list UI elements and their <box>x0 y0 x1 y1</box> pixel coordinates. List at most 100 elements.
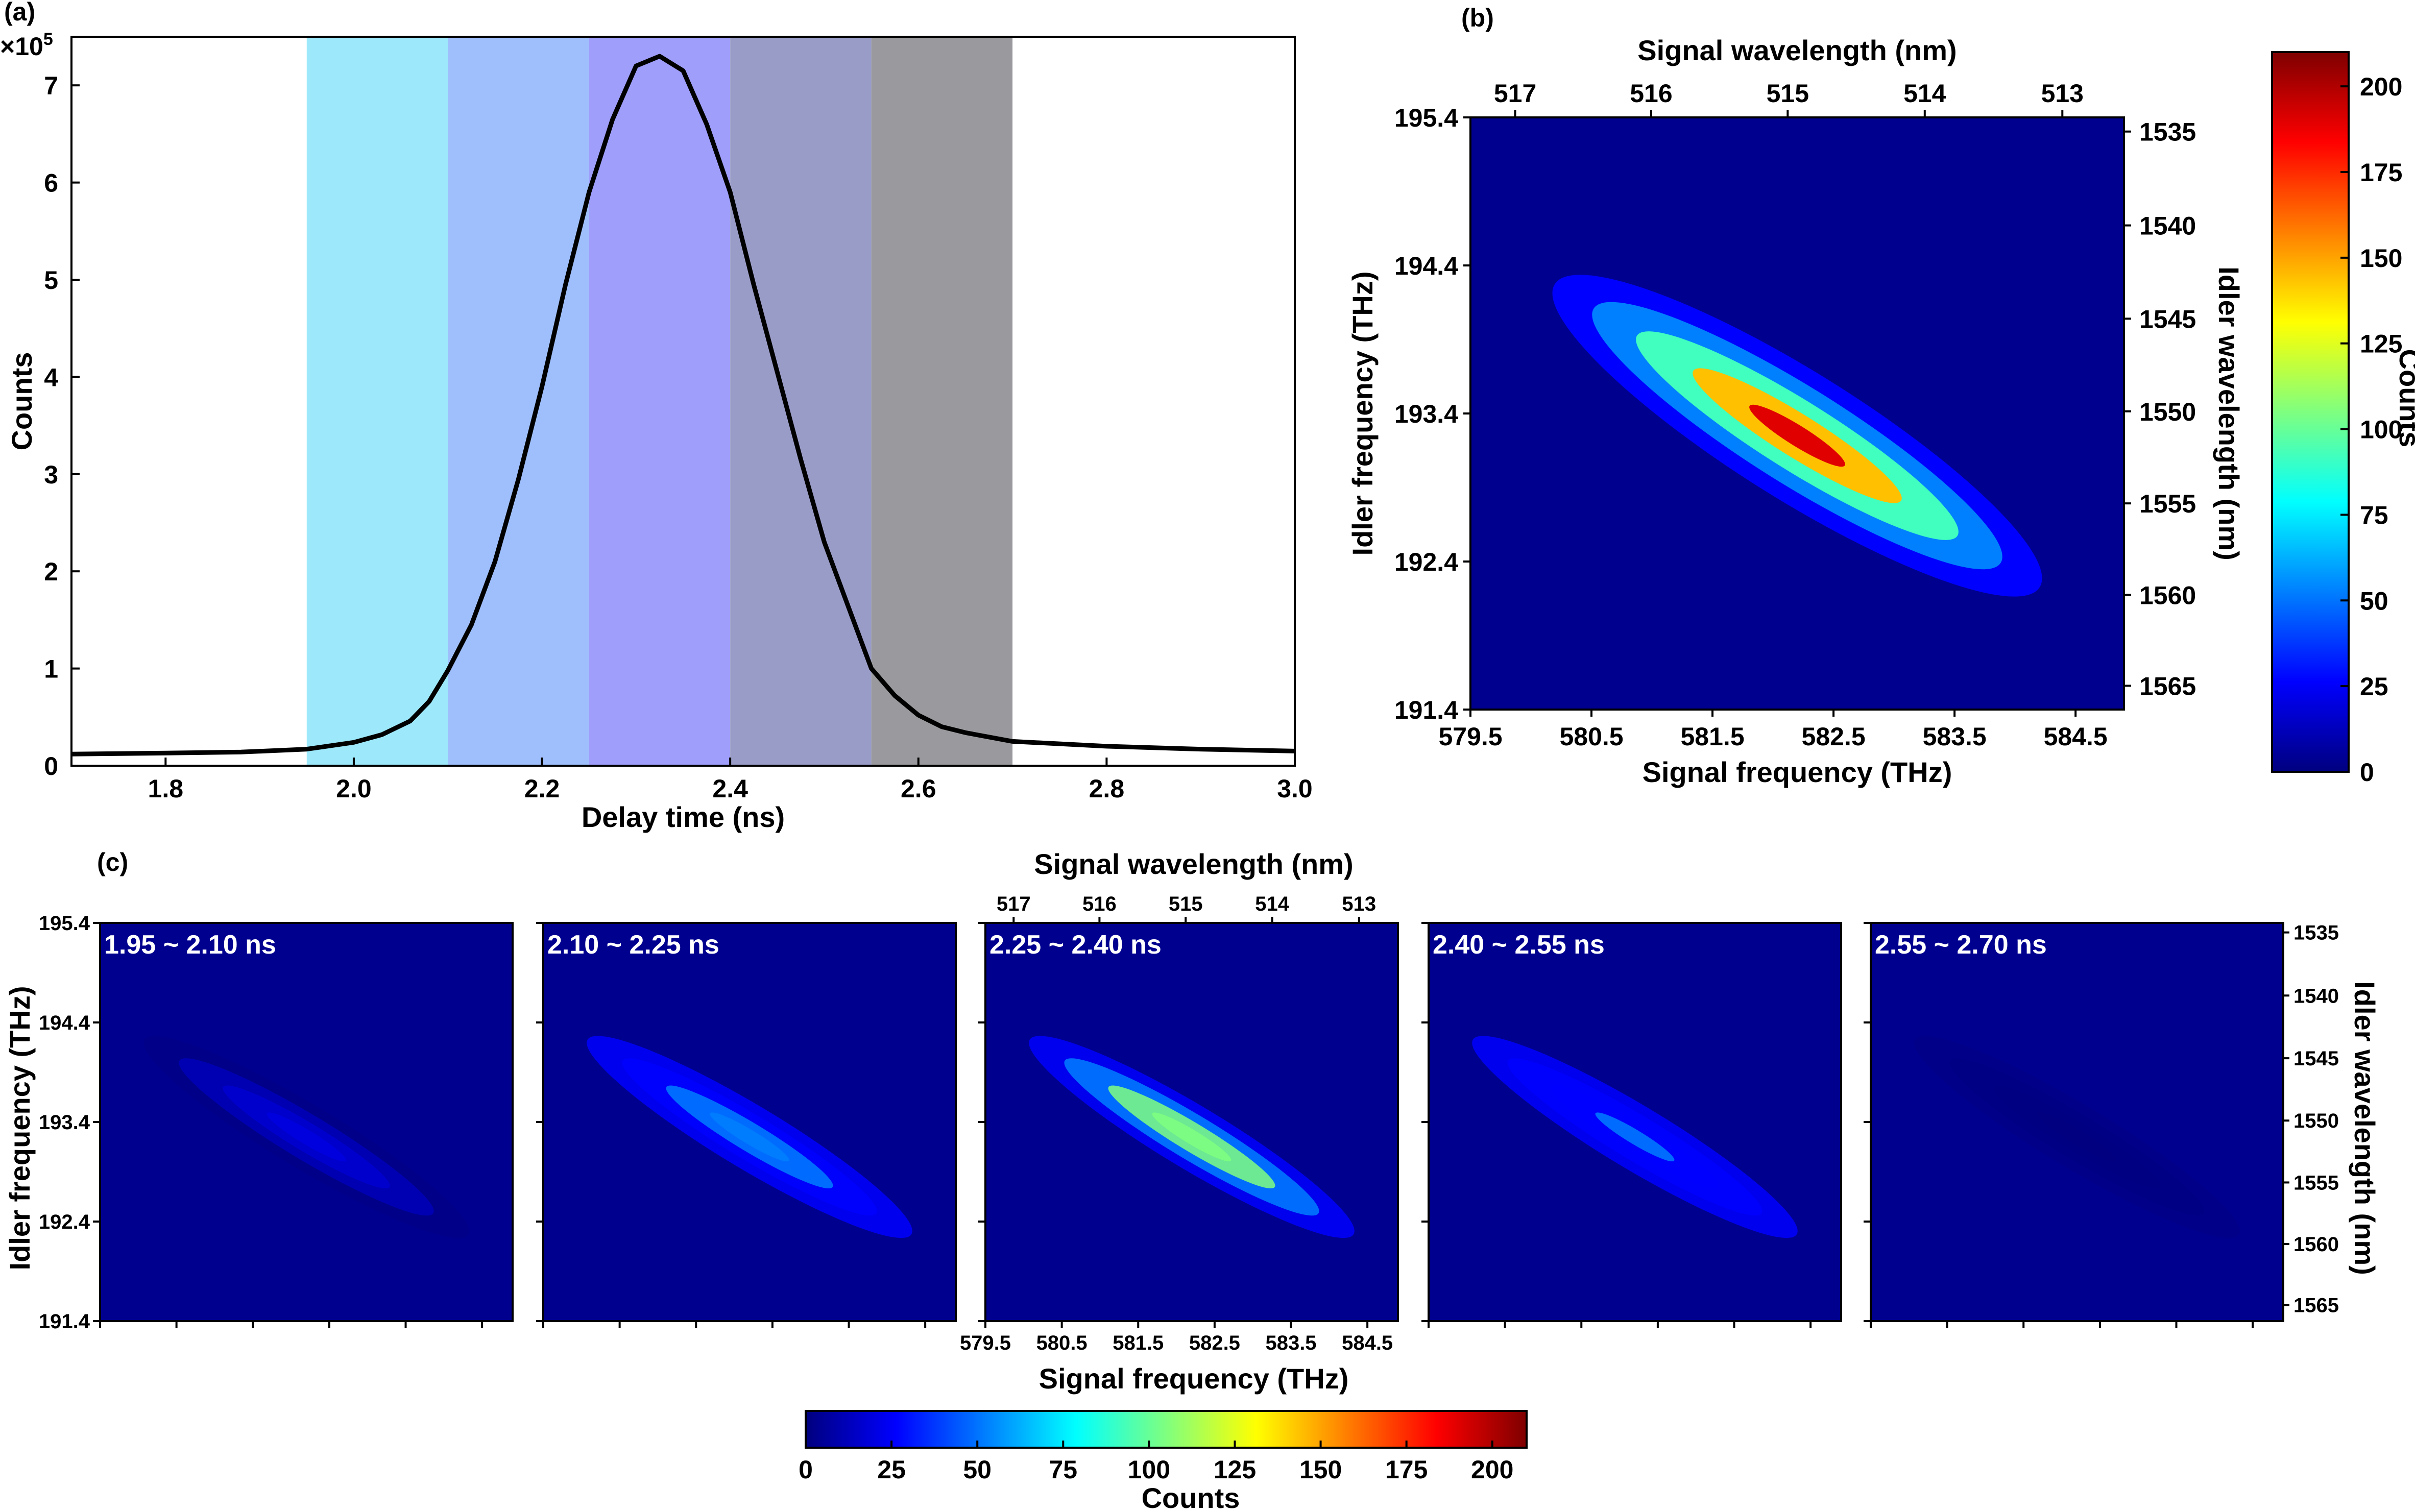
b-cb-tick-label: 25 <box>2360 672 2388 701</box>
b-colorbar-ticks: 0 25 50 75 100 125 150 175 200 <box>2340 72 2402 787</box>
c-cb-tick-label: 200 <box>1471 1455 1513 1484</box>
c-xtick-label: 582.5 <box>1189 1332 1240 1354</box>
b-xtick-label: 580.5 <box>1559 722 1623 751</box>
c-x2tick-label: 517 <box>997 893 1031 915</box>
c-cb-tick-label: 150 <box>1299 1455 1342 1484</box>
c-cb-tick-label: 75 <box>1049 1455 1077 1484</box>
c-heatmap-bg <box>1871 923 2283 1321</box>
c-subpanel-4: 2.40 ~ 2.55 ns <box>1421 922 1842 1328</box>
a-xtick-label: 2.0 <box>336 774 372 803</box>
c-joint-spectrum-level-3 <box>223 1085 390 1189</box>
b-xtick-label: 584.5 <box>2044 722 2108 751</box>
c-subpanels: 1.95 ~ 2.10 ns 191.4 192.4 193.4 194.4 195.4 2… <box>39 893 2339 1354</box>
b-cb-tick-label: 100 <box>2360 416 2402 444</box>
a-ytick-label: 0 <box>44 752 58 781</box>
c-cb-tick-label: 125 <box>1214 1455 1256 1484</box>
c-joint-spectrum-level-4 <box>267 1112 346 1162</box>
c-joint-spectrum-level-4 <box>710 1112 789 1162</box>
c-joint-spectrum-level-1 <box>143 1036 469 1238</box>
b-x2tick-label: 514 <box>1903 79 1946 108</box>
b-ytick-label: 191.4 <box>1394 696 1458 724</box>
a-xtick-label: 2.8 <box>1089 774 1125 803</box>
b-x2tick-label: 513 <box>2041 79 2084 108</box>
c-y2tick-label: 1535 <box>2293 922 2339 944</box>
delay-band-1 <box>306 37 448 766</box>
a-xlabel: Delay time (ns) <box>582 801 785 833</box>
c-joint-spectrum-level-1 <box>1914 1036 2240 1238</box>
c-colorbar-ticks: 0 25 50 75 100 125 150 175 200 <box>799 1441 1513 1484</box>
panel-a-frame <box>70 36 1296 767</box>
a-ylabel: Counts <box>6 352 38 451</box>
b-y2tick-label: 1550 <box>2139 398 2196 426</box>
c-x2label: Signal wavelength (nm) <box>1034 848 1353 880</box>
c-subpanel-label: 2.55 ~ 2.70 ns <box>1875 930 2047 960</box>
b-ytick-label: 193.4 <box>1394 400 1458 428</box>
c-joint-spectrum-level-4 <box>2037 1112 2117 1162</box>
a-ytick-label: 5 <box>44 266 58 295</box>
a-ytick-label: 2 <box>44 557 58 586</box>
a-xtick-label: 2.6 <box>901 774 936 803</box>
b-cb-tick-label: 0 <box>2360 758 2374 787</box>
b-x-ticks: 579.5 580.5 581.5 582.5 583.5 584.5 <box>1438 710 2108 751</box>
b-y2tick-label: 1555 <box>2139 490 2196 518</box>
c-x2tick-label: 514 <box>1255 893 1289 915</box>
c-y2tick-label: 1565 <box>2293 1295 2339 1317</box>
c-subpanel-5: 2.55 ~ 2.70 ns 1535 1540 1545 1550 1555 1560 15… <box>1864 922 2339 1328</box>
c-joint-spectrum-level-4 <box>1152 1112 1231 1162</box>
a-multiplier: ×105 <box>0 30 53 61</box>
panel-c: (c) Signal wavelength (nm) Signal freque… <box>4 848 2381 1512</box>
b-ytick-label: 195.4 <box>1394 104 1458 132</box>
c-xtick-label: 583.5 <box>1265 1332 1316 1354</box>
c-x2tick-label: 516 <box>1082 893 1117 915</box>
c-y2label: Idler wavelength (nm) <box>2349 981 2381 1275</box>
c-ylabel: Idler frequency (THz) <box>4 986 36 1271</box>
c-y2tick-label: 1545 <box>2293 1047 2339 1070</box>
b-x2tick-label: 516 <box>1630 79 1672 108</box>
b-y2tick-label: 1540 <box>2139 212 2196 240</box>
c-colorbar-label: Counts <box>1142 1482 1240 1512</box>
c-x2tick-label: 513 <box>1342 893 1376 915</box>
c-joint-spectrum-level-3 <box>1993 1085 2161 1189</box>
b-ytick-label: 192.4 <box>1394 548 1458 576</box>
c-ytick-label: 192.4 <box>39 1211 90 1233</box>
c-y2tick-label: 1555 <box>2293 1172 2339 1194</box>
a-xtick-label: 3.0 <box>1277 774 1313 803</box>
c-subpanel-label: 1.95 ~ 2.10 ns <box>104 930 276 960</box>
b-ytick-label: 194.4 <box>1394 252 1458 280</box>
c-xtick-label: 584.5 <box>1342 1332 1393 1354</box>
a-ytick-label: 6 <box>44 169 58 198</box>
b-xlabel: Signal frequency (THz) <box>1643 756 1952 788</box>
a-xtick-label: 1.8 <box>148 774 184 803</box>
c-y2tick-label: 1560 <box>2293 1233 2339 1256</box>
c-cb-tick-label: 100 <box>1128 1455 1170 1484</box>
c-x2tick-label: 515 <box>1169 893 1203 915</box>
c-subpanel-label: 2.25 ~ 2.40 ns <box>989 930 1162 960</box>
c-xtick-label: 579.5 <box>960 1332 1011 1354</box>
a-xtick-label: 2.2 <box>524 774 560 803</box>
c-subpanel-2: 2.10 ~ 2.25 ns <box>536 922 957 1328</box>
delay-band-3 <box>589 37 731 766</box>
a-x-ticks: 1.8 2.0 2.2 2.4 2.6 2.8 3.0 <box>148 758 1313 803</box>
c-joint-spectrum-level-4 <box>1595 1112 1675 1162</box>
c-ytick-label: 193.4 <box>39 1111 90 1134</box>
b-xtick-label: 579.5 <box>1438 722 1502 751</box>
c-xtick-label: 581.5 <box>1113 1332 1164 1354</box>
delay-band-5 <box>871 37 1013 766</box>
b-cb-tick-label: 75 <box>2360 501 2388 529</box>
c-subpanel-1: 1.95 ~ 2.10 ns 191.4 192.4 193.4 194.4 195.4 <box>39 912 514 1333</box>
c-joint-spectrum-level-2 <box>1949 1058 2205 1216</box>
c-cb-tick-label: 50 <box>963 1455 992 1484</box>
a-y-ticks: 0 1 2 3 4 5 6 7 <box>44 71 80 781</box>
b-colorbar-label: Counts <box>2394 349 2415 448</box>
c-ytick-label: 195.4 <box>39 912 90 935</box>
delay-band-4 <box>730 37 872 766</box>
c-y2tick-label: 1540 <box>2293 985 2339 1007</box>
b-cb-tick-label: 125 <box>2360 330 2402 358</box>
a-ytick-label: 4 <box>44 363 58 392</box>
c-subpanel-label: 2.40 ~ 2.55 ns <box>1433 930 1605 960</box>
c-colorbar <box>805 1410 1528 1449</box>
b-xtick-label: 583.5 <box>1923 722 1987 751</box>
b-cb-tick-label: 200 <box>2360 72 2402 101</box>
a-xtick-label: 2.4 <box>712 774 748 803</box>
b-joint-spectrum-peak <box>1749 404 1845 467</box>
